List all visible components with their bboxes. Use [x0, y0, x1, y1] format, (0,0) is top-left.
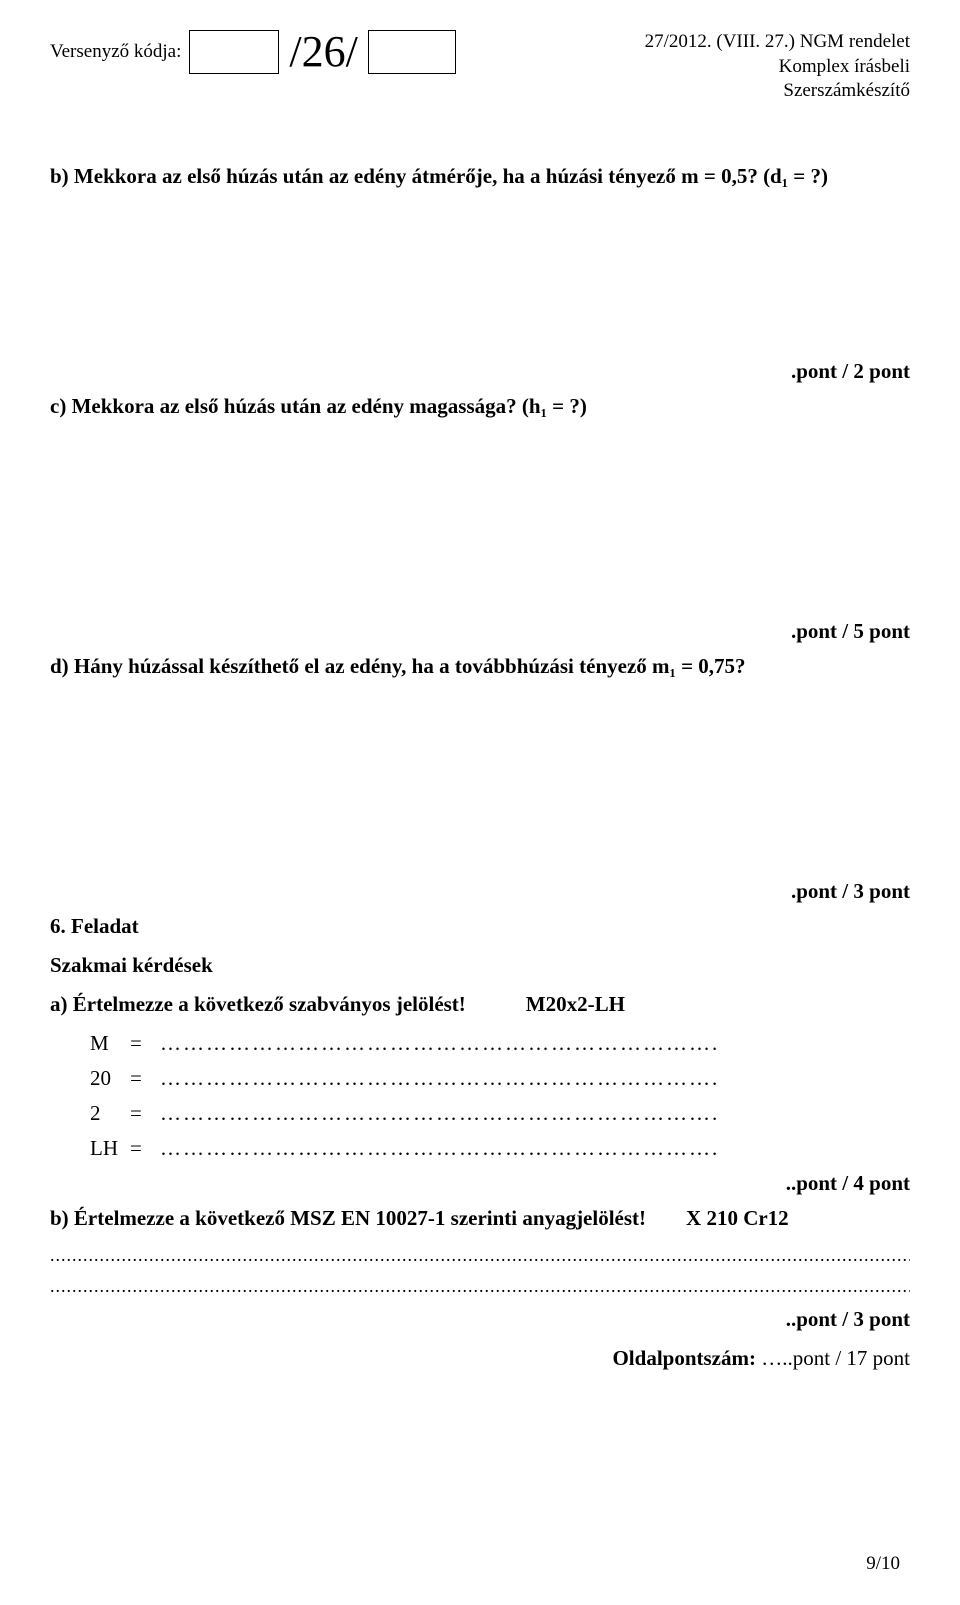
points-d: .pont / 3 pont	[50, 879, 910, 904]
header-right: 27/2012. (VIII. 27.) NGM rendelet Komple…	[645, 30, 910, 104]
code-box-1	[189, 30, 279, 74]
def-dots-m: ……………………………………………………………….	[160, 1031, 910, 1056]
slash-26-text: /26/	[289, 30, 357, 74]
def-eq-m: =	[130, 1031, 160, 1056]
dotted-line-1: ........................................…	[50, 1245, 910, 1266]
def-label-2: 2	[90, 1101, 130, 1126]
def-row-20: 20 = ……………………………………………………………….	[50, 1066, 910, 1091]
def-eq-2: =	[130, 1101, 160, 1126]
header-right-line1: 27/2012. (VIII. 27.) NGM rendelet	[645, 30, 910, 55]
points-b: .pont / 2 pont	[50, 359, 910, 384]
page-number: 9/10	[866, 1553, 900, 1575]
oldalpont-label: Oldalpontszám:	[612, 1346, 756, 1370]
question-b: b) Mekkora az első húzás után az edény á…	[50, 164, 910, 189]
points-c: .pont / 5 pont	[50, 619, 910, 644]
question-c: c) Mekkora az első húzás után az edény m…	[50, 394, 910, 419]
dotted-line-2: ........................................…	[50, 1276, 910, 1297]
def-eq-20: =	[130, 1066, 160, 1091]
question-b2-text: b) Értelmezze a következő MSZ EN 10027-1…	[50, 1206, 646, 1231]
code-box-2	[368, 30, 456, 74]
header-right-line3: Szerszámkészítő	[645, 79, 910, 104]
def-row-2: 2 = ……………………………………………………………….	[50, 1101, 910, 1126]
points-a: ..pont / 4 pont	[50, 1171, 910, 1196]
versenyzo-label: Versenyző kódja:	[50, 41, 181, 63]
question-a-code: M20x2-LH	[526, 992, 625, 1017]
oldalpont-row: Oldalpontszám: …..pont / 17 pont	[50, 1346, 910, 1371]
points-b2: ..pont / 3 pont	[50, 1307, 910, 1332]
def-row-lh: LH = ……………………………………………………………….	[50, 1136, 910, 1161]
question-a-row: a) Értelmezze a következő szabványos jel…	[50, 992, 910, 1017]
def-label-m: M	[90, 1031, 130, 1056]
def-label-20: 20	[90, 1066, 130, 1091]
def-row-m: M = ……………………………………………………………….	[50, 1031, 910, 1056]
question-a-text: a) Értelmezze a következő szabványos jel…	[50, 992, 466, 1017]
question-b2-code: X 210 Cr12	[686, 1206, 789, 1231]
def-eq-lh: =	[130, 1136, 160, 1161]
question-d: d) Hány húzással készíthető el az edény,…	[50, 654, 910, 679]
def-label-lh: LH	[90, 1136, 130, 1161]
oldalpont-value: …..pont / 17 pont	[756, 1346, 910, 1370]
header-right-line2: Komplex írásbeli	[645, 55, 910, 80]
feladat-title: 6. Feladat	[50, 914, 910, 939]
header-row: Versenyző kódja: /26/ 27/2012. (VIII. 27…	[50, 30, 910, 104]
header-left: Versenyző kódja: /26/	[50, 30, 456, 74]
szakmai-kerdesek: Szakmai kérdések	[50, 953, 910, 978]
question-b2-row: b) Értelmezze a következő MSZ EN 10027-1…	[50, 1206, 910, 1231]
def-dots-20: ……………………………………………………………….	[160, 1066, 910, 1091]
def-dots-2: ……………………………………………………………….	[160, 1101, 910, 1126]
def-dots-lh: ……………………………………………………………….	[160, 1136, 910, 1161]
